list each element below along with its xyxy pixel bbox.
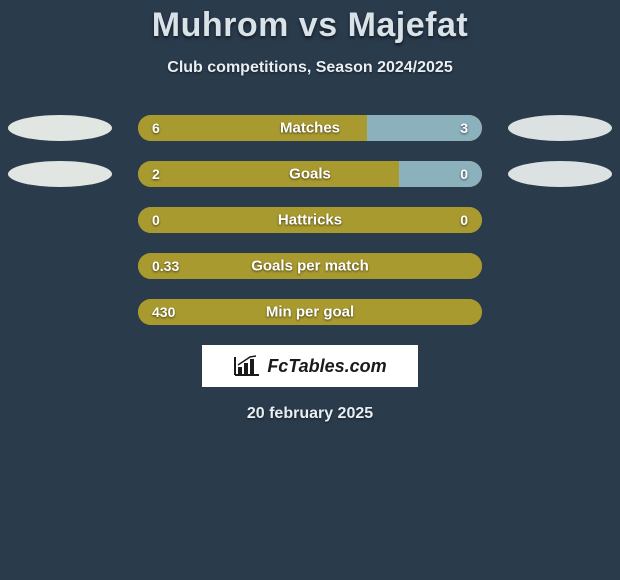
stat-bar: 430 Min per goal bbox=[138, 299, 482, 325]
stat-value-left: 2 bbox=[152, 166, 160, 182]
stat-label: Matches bbox=[280, 120, 340, 137]
stat-bar: 6 3 Matches bbox=[138, 115, 482, 141]
stat-bar: 0 0 Hattricks bbox=[138, 207, 482, 233]
bar-segment-left bbox=[138, 161, 399, 187]
stat-row: 430 Min per goal bbox=[0, 299, 620, 325]
stat-value-left: 0.33 bbox=[152, 258, 179, 274]
stat-value-right: 0 bbox=[460, 166, 468, 182]
widget-container: Muhrom vs Majefat Club competitions, Sea… bbox=[0, 0, 620, 423]
stat-label: Min per goal bbox=[266, 304, 354, 321]
spacer bbox=[508, 207, 612, 233]
chart-icon bbox=[233, 355, 261, 377]
stat-value-right: 0 bbox=[460, 212, 468, 228]
spacer bbox=[508, 299, 612, 325]
spacer bbox=[8, 299, 112, 325]
spacer bbox=[8, 253, 112, 279]
bar-segment-right bbox=[399, 161, 482, 187]
stat-row: 0 0 Hattricks bbox=[0, 207, 620, 233]
subtitle: Club competitions, Season 2024/2025 bbox=[0, 59, 620, 77]
stats-rows: 6 3 Matches 2 0 Goals 0 0 Hattricks 0.33 Goals per… bbox=[0, 115, 620, 325]
stat-label: Goals per match bbox=[251, 258, 369, 275]
stat-row: 0.33 Goals per match bbox=[0, 253, 620, 279]
stat-label: Hattricks bbox=[278, 212, 342, 229]
branding-text: FcTables.com bbox=[267, 356, 386, 377]
team2-badge bbox=[508, 161, 612, 187]
stat-value-left: 0 bbox=[152, 212, 160, 228]
stat-bar: 2 0 Goals bbox=[138, 161, 482, 187]
page-title: Muhrom vs Majefat bbox=[0, 6, 620, 45]
footer-date: 20 february 2025 bbox=[0, 405, 620, 423]
team1-badge bbox=[8, 161, 112, 187]
stat-row: 2 0 Goals bbox=[0, 161, 620, 187]
team1-badge bbox=[8, 115, 112, 141]
spacer bbox=[8, 207, 112, 233]
branding-box[interactable]: FcTables.com bbox=[202, 345, 418, 387]
stat-label: Goals bbox=[289, 166, 331, 183]
stat-bar: 0.33 Goals per match bbox=[138, 253, 482, 279]
team2-badge bbox=[508, 115, 612, 141]
stat-value-left: 6 bbox=[152, 120, 160, 136]
spacer bbox=[508, 253, 612, 279]
stat-value-right: 3 bbox=[460, 120, 468, 136]
stat-row: 6 3 Matches bbox=[0, 115, 620, 141]
stat-value-left: 430 bbox=[152, 304, 175, 320]
